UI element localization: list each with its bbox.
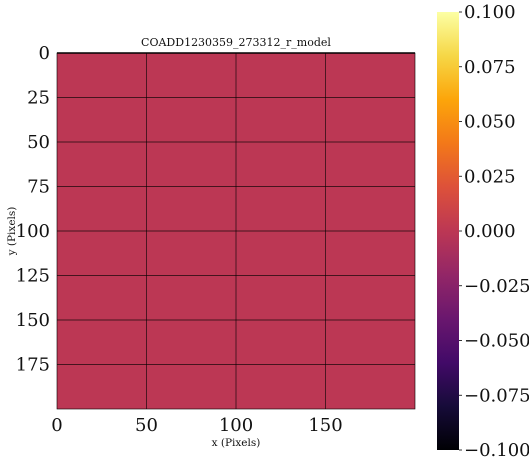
colorbar-tick-label: 0.075 [464, 57, 516, 78]
x-tick-label: 50 [135, 415, 158, 436]
colorbar-tick-label: −0.050 [464, 331, 529, 352]
y-tick-label: 75 [27, 177, 50, 198]
colorbar-tick-label: −0.025 [464, 276, 529, 297]
y-tick-label: 50 [27, 132, 50, 153]
y-tick-label: 25 [27, 88, 50, 109]
plot-area [56, 52, 416, 410]
x-axis-ticks: 0 50 100 150 [51, 415, 342, 436]
y-axis-label: y (Pixels) [6, 207, 18, 257]
x-tick-label: 0 [51, 415, 62, 436]
chart-title: COADD1230359_273312_r_model [141, 36, 331, 49]
y-tick-label: 125 [16, 266, 50, 287]
colorbar-tick-label: 0.025 [464, 166, 516, 187]
y-tick-label: 0 [39, 43, 50, 64]
x-tick-label: 150 [308, 415, 342, 436]
grid-lines [57, 53, 415, 409]
y-tick-label: 100 [16, 221, 50, 242]
colorbar-tick-label: 0.050 [464, 112, 516, 133]
x-tick-label: 100 [219, 415, 253, 436]
x-axis-label: x (Pixels) [212, 437, 261, 449]
y-tick-label: 150 [16, 310, 50, 331]
colorbar-tick-label: −0.100 [464, 440, 529, 461]
y-axis-ticks: 0 25 50 75 100 125 150 175 [16, 43, 50, 376]
colorbar-tick-label: 0.000 [464, 221, 516, 242]
y-tick-label: 175 [16, 355, 50, 376]
colorbar-ticks: 0.100 0.075 0.050 0.025 0.000 −0.025 −0.050 −0.… [459, 2, 529, 461]
colorbar-tick-label: 0.100 [464, 2, 516, 23]
colorbar [437, 12, 459, 450]
colorbar-tick-label: −0.075 [464, 385, 529, 406]
